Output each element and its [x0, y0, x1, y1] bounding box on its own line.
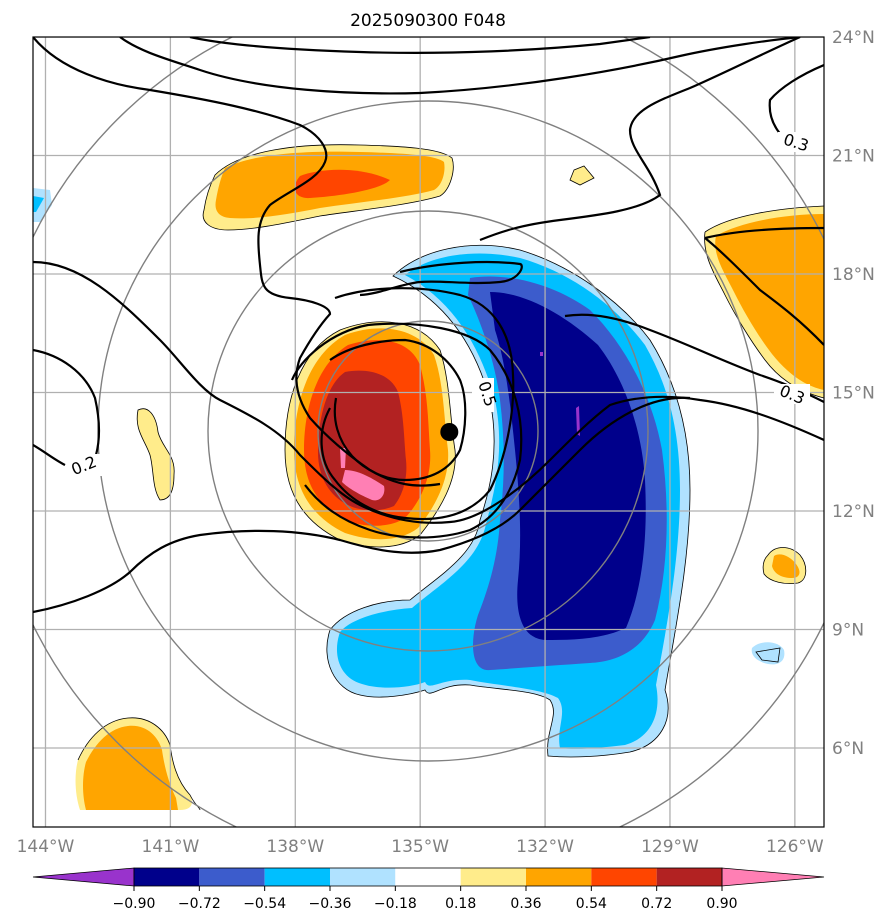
colorbar-swatch: [199, 868, 265, 886]
y-tick-labels: 6°N 9°N 12°N 15°N 18°N 21°N 24°N: [832, 28, 875, 759]
contour-inner-2: [329, 338, 467, 482]
colorbar-tick-label: −0.72: [178, 896, 221, 912]
contour-mid: [33, 260, 824, 524]
colorbar-extend-low: [32, 867, 135, 887]
x-tick-label: 126°W: [766, 837, 824, 857]
x-tick-label: 135°W: [391, 837, 449, 857]
colorbar-swatch: [264, 868, 330, 886]
thin-contour-north: [202, 144, 454, 231]
range-ring-1: [317, 320, 539, 542]
y-tick-label: 12°N: [832, 502, 875, 522]
fill-ne-018: [570, 166, 594, 185]
x-tick-label: 141°W: [142, 837, 200, 857]
colorbar-tick-label: −0.90: [113, 896, 156, 912]
x-tick-labels: 144°W 141°W 138°W 135°W 132°W 129°W 126°W: [17, 837, 824, 857]
y-tick-label: 15°N: [832, 384, 875, 404]
fill-pos-090-b: [340, 448, 346, 468]
colorbar-swatch: [134, 868, 200, 886]
fill-neg-090-b: [540, 352, 543, 356]
colorbar-swatch: [330, 868, 396, 886]
fill-e-neg: [751, 642, 785, 665]
y-tick-label: 21°N: [832, 147, 875, 167]
x-tick-label: 144°W: [17, 837, 75, 857]
colorbar-swatch: [591, 868, 657, 886]
map-area: 0.3 0.3 0.2 0.5: [33, 37, 824, 827]
colorbar-swatch: [395, 868, 461, 886]
colorbar-frame: [133, 867, 723, 887]
fill-n-054: [294, 169, 390, 199]
colorbar-swatch: [656, 868, 722, 886]
fill-neg-072: [490, 292, 646, 640]
contour-label-bg-3: [66, 454, 102, 476]
colorbar-tick-label: −0.36: [309, 896, 352, 912]
y-tick-label: 18°N: [832, 265, 875, 285]
thin-contour-e-neg: [755, 647, 781, 663]
colorbar-tick-label: −0.18: [374, 896, 417, 912]
contour-east-3: [704, 226, 824, 240]
contour-west-2: [33, 444, 66, 466]
colorbar-tick-label: 0.72: [641, 896, 672, 912]
range-ring-2: [207, 210, 649, 652]
colorbar-tick-label: 0.90: [706, 896, 737, 912]
y-tick-label: 24°N: [832, 28, 875, 48]
chart-title: 2025090300 F048: [350, 11, 506, 31]
fill-w-neg-2: [33, 196, 44, 212]
thick-contours: [33, 37, 824, 614]
contour-top-1: [119, 37, 801, 95]
thin-contour-se: [762, 547, 807, 584]
colorbar: −0.90 −0.72 −0.54 −0.36 −0.18 0.18 0.36 0.54 0.7…: [32, 867, 825, 912]
fill-pos-090: [342, 470, 385, 501]
contour-inner-3: [290, 322, 523, 539]
contour-east-2: [704, 237, 824, 346]
contour-sw: [33, 396, 691, 614]
contour-label-bg-2: [774, 384, 810, 404]
fill-e-036: [715, 214, 824, 390]
contour-labels: 0.3 0.3 0.2 0.5: [66, 130, 814, 479]
contour-ne-1: [479, 37, 801, 242]
contour-ne-2: [768, 63, 824, 139]
x-tick-label: 138°W: [266, 837, 324, 857]
contour-label-bg-4: [472, 378, 494, 412]
map-frame: [32, 36, 825, 828]
y-tick-label: 6°N: [832, 739, 864, 759]
storm-center-marker: [440, 423, 459, 441]
colorbar-swatch: [460, 868, 526, 886]
colorbar-extend-high: [721, 867, 825, 887]
x-tick-label: 132°W: [516, 837, 574, 857]
colorbar-tick-label: 0.54: [576, 896, 607, 912]
range-rings: [33, 37, 824, 827]
fill-se-036: [772, 554, 800, 578]
contour-label-bg-1: [778, 132, 814, 152]
contour-inner-4: [359, 260, 523, 297]
contour-top-2: [189, 37, 651, 54]
fill-sw-036: [83, 725, 178, 810]
thin-contour-neg: [326, 244, 691, 758]
contour-inner-1: [320, 287, 515, 521]
thin-contour-ne: [569, 165, 595, 186]
colorbar-swatch: [526, 868, 592, 886]
colorbar-tick-label: −0.54: [243, 896, 286, 912]
fill-neg-090-a: [576, 406, 580, 436]
colorbar-tick-label: 0.36: [510, 896, 541, 912]
colorbar-tick-label: 0.18: [445, 896, 476, 912]
contour-top-3: [33, 37, 441, 487]
x-tick-label: 129°W: [641, 837, 699, 857]
fill-w-018: [137, 408, 175, 500]
y-tick-label: 9°N: [832, 621, 864, 641]
fill-w-neg: [33, 188, 52, 222]
